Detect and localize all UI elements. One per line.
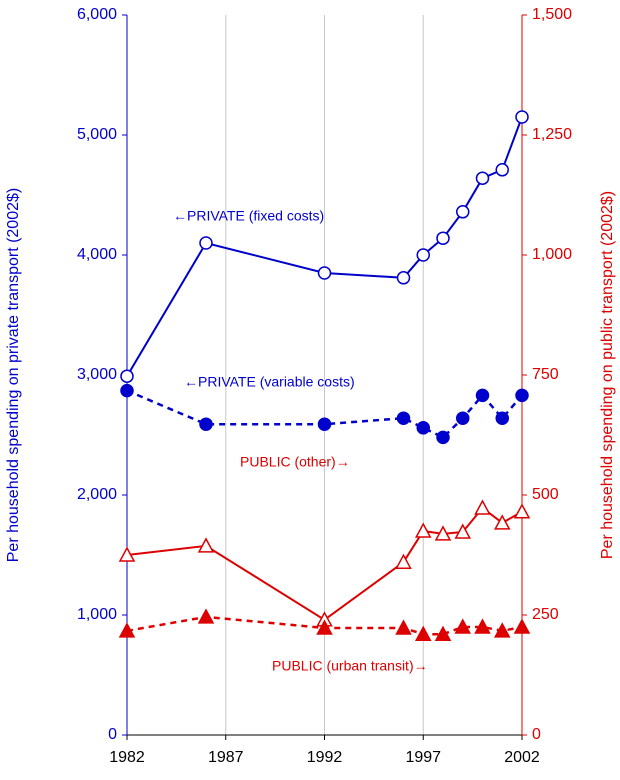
y2-tick-label: 0 xyxy=(532,726,541,743)
annotation: PUBLIC (urban transit)→ xyxy=(272,658,428,674)
point xyxy=(475,171,490,185)
series-line xyxy=(126,506,523,622)
point xyxy=(120,369,134,383)
point xyxy=(414,522,432,538)
point xyxy=(434,525,452,541)
x-tick-label: 1982 xyxy=(109,749,145,766)
x-tick-label: 2002 xyxy=(504,749,540,766)
point xyxy=(395,619,412,635)
point xyxy=(495,411,509,425)
point xyxy=(493,622,511,638)
point xyxy=(436,430,450,445)
point xyxy=(456,205,470,219)
point xyxy=(515,110,529,124)
point xyxy=(474,499,491,515)
y-tick-label: 2,000 xyxy=(77,486,117,503)
y2-axis-title: Per household spending on public transpo… xyxy=(599,191,616,559)
y2-tick-label: 500 xyxy=(532,486,559,503)
point xyxy=(454,618,472,634)
point xyxy=(395,553,412,569)
y-tick-label: 3,000 xyxy=(77,366,117,383)
point xyxy=(197,537,215,553)
point xyxy=(416,248,430,262)
y2-tick-label: 750 xyxy=(532,366,559,383)
point xyxy=(436,231,450,245)
point xyxy=(120,383,134,398)
point xyxy=(317,266,332,280)
point xyxy=(396,271,411,285)
y2-tick-label: 1,250 xyxy=(532,126,572,143)
y-tick-label: 4,000 xyxy=(77,246,117,263)
annotation: ←PRIVATE (fixed costs) xyxy=(173,208,324,224)
point xyxy=(317,417,332,431)
y-tick-label: 5,000 xyxy=(77,126,117,143)
point xyxy=(416,421,430,435)
x-tick-label: 1997 xyxy=(405,749,441,766)
point xyxy=(396,411,411,425)
point xyxy=(118,546,136,562)
point xyxy=(474,618,491,634)
point xyxy=(513,503,531,519)
x-tick-label: 1987 xyxy=(208,749,244,766)
y2-tick-label: 1,000 xyxy=(532,246,572,263)
point xyxy=(495,163,509,177)
point xyxy=(515,388,529,403)
y-tick-label: 0 xyxy=(108,726,117,743)
point xyxy=(197,608,215,624)
point xyxy=(456,411,470,425)
y-tick-label: 1,000 xyxy=(77,606,117,623)
point xyxy=(434,625,452,641)
series-line xyxy=(126,389,523,439)
series-line xyxy=(126,615,523,636)
point xyxy=(475,388,490,403)
annotation: ←PRIVATE (variable costs) xyxy=(184,374,355,390)
y-tick-label: 6,000 xyxy=(77,6,117,23)
point xyxy=(414,625,432,641)
y2-tick-label: 1,500 xyxy=(532,6,572,23)
point xyxy=(316,619,333,635)
point xyxy=(454,523,472,539)
y2-tick-label: 250 xyxy=(532,606,559,623)
y-axis-title: Per household spending on private transp… xyxy=(5,188,22,562)
point xyxy=(513,618,531,634)
annotation: PUBLIC (other)→ xyxy=(240,454,350,470)
series-line xyxy=(126,116,523,377)
point xyxy=(199,236,213,250)
point xyxy=(118,622,136,638)
point xyxy=(493,514,511,530)
point xyxy=(199,417,213,431)
x-tick-label: 1992 xyxy=(307,749,343,766)
